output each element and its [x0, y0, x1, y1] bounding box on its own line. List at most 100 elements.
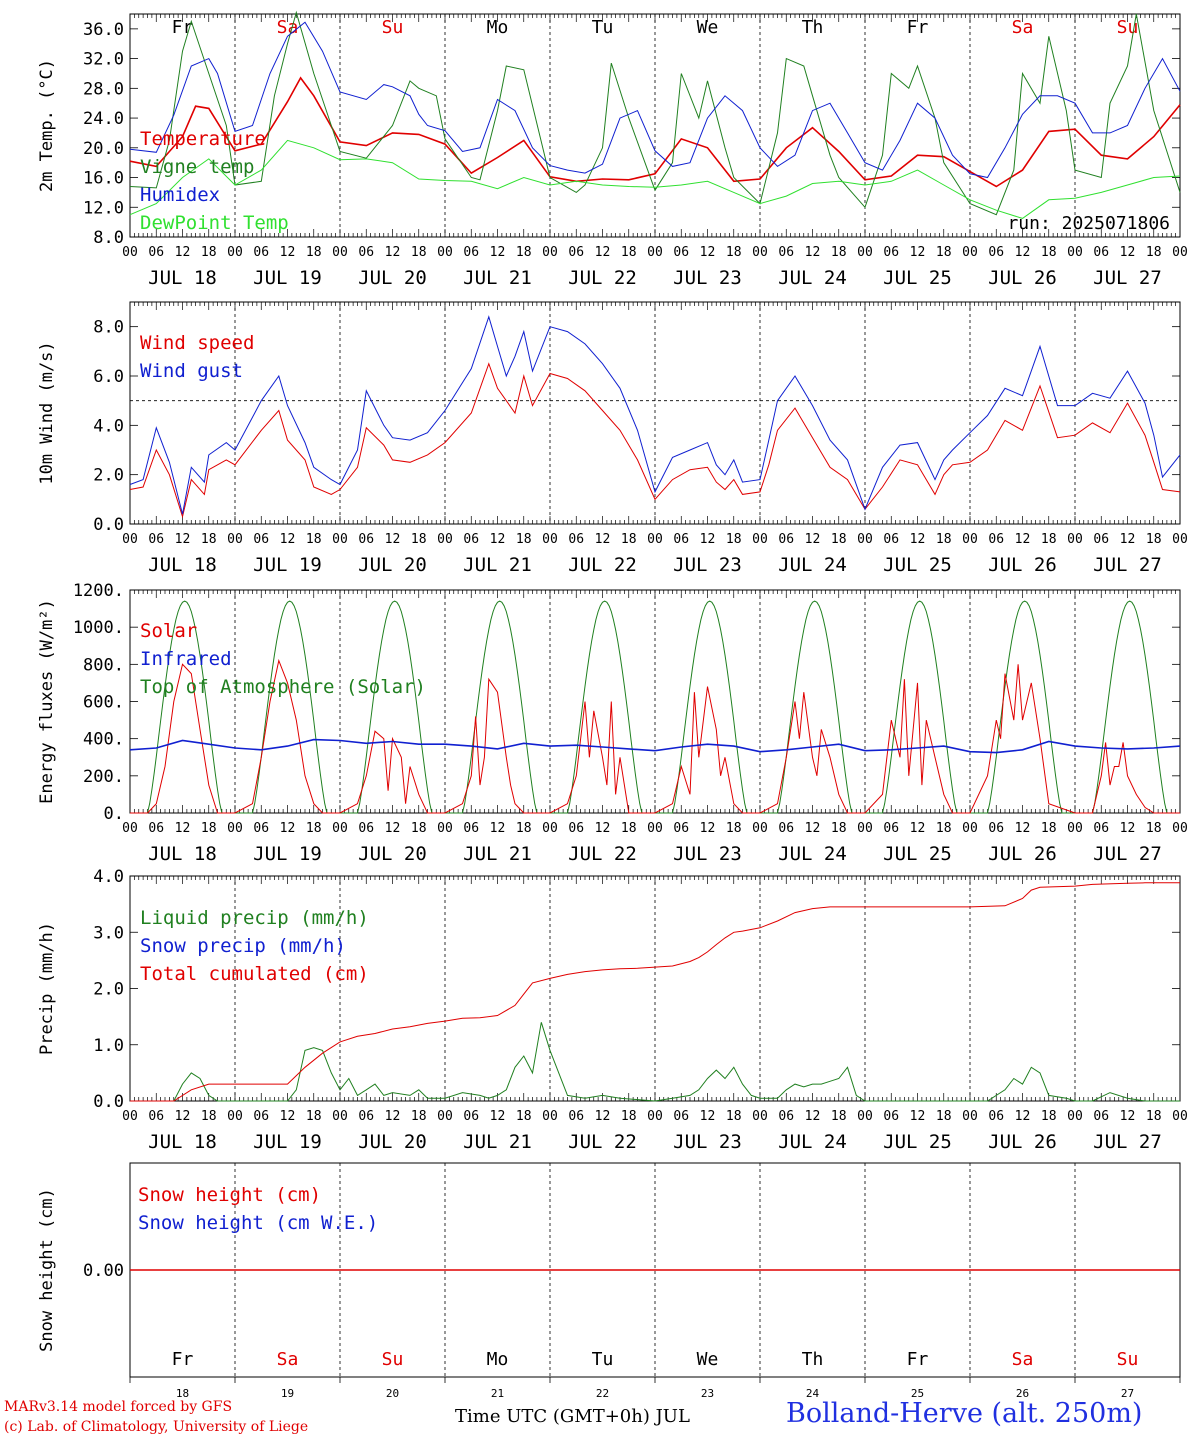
hour-tick-label: 18 — [201, 1109, 217, 1124]
hour-tick-label: 00 — [1067, 532, 1083, 547]
hour-tick-label: 06 — [778, 532, 794, 547]
hour-tick-label: 12 — [805, 1109, 821, 1124]
y-tick-label: 400. — [83, 730, 124, 750]
series-line-liquid-precip-mm-h- — [130, 1022, 1180, 1102]
hour-tick-label: 18 — [516, 245, 532, 260]
hour-tick-label: 00 — [752, 1109, 768, 1124]
date-label: JUL 24 — [778, 267, 847, 289]
day-number-label: 18 — [176, 1387, 189, 1400]
hour-tick-label: 06 — [568, 532, 584, 547]
hour-tick-label: 18 — [621, 821, 637, 836]
hour-tick-label: 18 — [726, 245, 742, 260]
hour-tick-label: 12 — [175, 532, 191, 547]
meteogram-figure: 8.0 12.0 16.0 20.0 24.0 28.0 32.0 36.0 2m Temp. … — [37, 10, 1188, 1400]
hour-tick-label: 12 — [1120, 532, 1136, 547]
date-label: JUL 22 — [568, 843, 637, 865]
date-label: JUL 22 — [568, 554, 637, 576]
legend-entry: DewPoint Temp — [140, 212, 289, 234]
chart-panel-5: 0.00 Snow height (cm) Fr Sa Su Mo Tu We Th Fr Sa Su… — [37, 1162, 1181, 1400]
date-label: JUL 26 — [988, 1131, 1057, 1153]
hour-tick-label: 00 — [542, 821, 558, 836]
y-tick-label: 600. — [83, 693, 124, 713]
hour-tick-label: 18 — [621, 532, 637, 547]
y-tick-label: 2.0 — [93, 980, 124, 1000]
hour-tick-label: 00 — [1172, 245, 1188, 260]
hour-tick-label: 06 — [358, 245, 374, 260]
hour-tick-label: 06 — [673, 1109, 689, 1124]
x-axis-title: Time UTC (GMT+0h) JUL — [455, 1406, 690, 1427]
hour-tick-label: 18 — [1041, 1109, 1057, 1124]
y-tick-label: 0.0 — [93, 515, 124, 535]
hour-tick-label: 00 — [542, 1109, 558, 1124]
hour-tick-label: 12 — [1015, 821, 1031, 836]
hour-tick-label: 12 — [910, 1109, 926, 1124]
weekday-label: Th — [802, 17, 824, 38]
hour-tick-label: 06 — [883, 532, 899, 547]
hour-tick-label: 18 — [201, 532, 217, 547]
hour-tick-label: 06 — [673, 245, 689, 260]
hour-tick-label: 00 — [227, 532, 243, 547]
hour-tick-label: 18 — [306, 1109, 322, 1124]
hour-tick-label: 12 — [700, 532, 716, 547]
legend-entry: Top of Atmosphere (Solar) — [140, 676, 426, 698]
plot-frame — [129, 13, 1181, 238]
hour-tick-label: 18 — [726, 532, 742, 547]
hour-tick-label: 18 — [516, 532, 532, 547]
hour-tick-label: 12 — [385, 245, 401, 260]
weekday-label: Fr — [907, 17, 929, 38]
y-tick-label: 3.0 — [93, 923, 124, 943]
hour-tick-label: 18 — [1041, 245, 1057, 260]
hour-tick-label: 06 — [148, 245, 164, 260]
hour-tick-label: 00 — [1067, 821, 1083, 836]
hour-tick-label: 12 — [910, 245, 926, 260]
hour-tick-label: 00 — [122, 1109, 138, 1124]
hour-tick-label: 12 — [385, 532, 401, 547]
hour-tick-label: 18 — [831, 821, 847, 836]
hour-tick-label: 00 — [962, 532, 978, 547]
hour-tick-label: 06 — [148, 1109, 164, 1124]
hour-tick-label: 06 — [1093, 532, 1109, 547]
weekday-label: Mo — [487, 17, 509, 38]
hour-tick-label: 06 — [1093, 821, 1109, 836]
series-line-infrared — [129, 738, 1181, 754]
legend-entry: Wind gust — [140, 360, 243, 382]
hour-tick-label: 12 — [490, 532, 506, 547]
hour-tick-label: 00 — [332, 1109, 348, 1124]
y-tick-label: 4.0 — [93, 867, 124, 887]
hour-tick-label: 06 — [253, 821, 269, 836]
hour-tick-label: 12 — [910, 532, 926, 547]
weekday-label: Sa — [277, 17, 299, 38]
hour-tick-label: 12 — [385, 1109, 401, 1124]
hour-tick-label: 12 — [595, 1109, 611, 1124]
weekday-label: Tu — [592, 1349, 614, 1370]
weekday-label: Fr — [172, 1349, 194, 1370]
hour-tick-label: 12 — [1120, 821, 1136, 836]
weekday-label: Mo — [487, 1349, 509, 1370]
series-line-total-cumulated-cm- — [130, 882, 1180, 1102]
day-number-label: 24 — [806, 1387, 820, 1400]
y-tick-label: 8.0 — [93, 318, 124, 338]
hour-tick-label: 00 — [962, 821, 978, 836]
hour-tick-label: 06 — [568, 1109, 584, 1124]
hour-tick-label: 12 — [805, 245, 821, 260]
hour-tick-label: 12 — [175, 821, 191, 836]
hour-tick-label: 06 — [673, 821, 689, 836]
date-label: JUL 22 — [568, 1131, 637, 1153]
day-number-label: 23 — [701, 1387, 714, 1400]
weekday-label: We — [697, 17, 719, 38]
hour-tick-label: 06 — [358, 532, 374, 547]
date-label: JUL 19 — [253, 554, 322, 576]
hour-tick-label: 12 — [490, 821, 506, 836]
hour-tick-label: 00 — [647, 532, 663, 547]
y-tick-label: 0.00 — [83, 1261, 124, 1281]
hour-tick-label: 18 — [726, 821, 742, 836]
hour-tick-label: 18 — [411, 532, 427, 547]
hour-tick-label: 12 — [595, 821, 611, 836]
hour-tick-label: 06 — [358, 1109, 374, 1124]
date-label: JUL 26 — [988, 843, 1057, 865]
y-tick-label: 20.0 — [83, 139, 124, 159]
hour-tick-label: 00 — [122, 532, 138, 547]
y-tick-label: 36.0 — [83, 20, 124, 40]
series-line-vigne-temp — [129, 10, 1181, 216]
date-label: JUL 18 — [148, 1131, 217, 1153]
